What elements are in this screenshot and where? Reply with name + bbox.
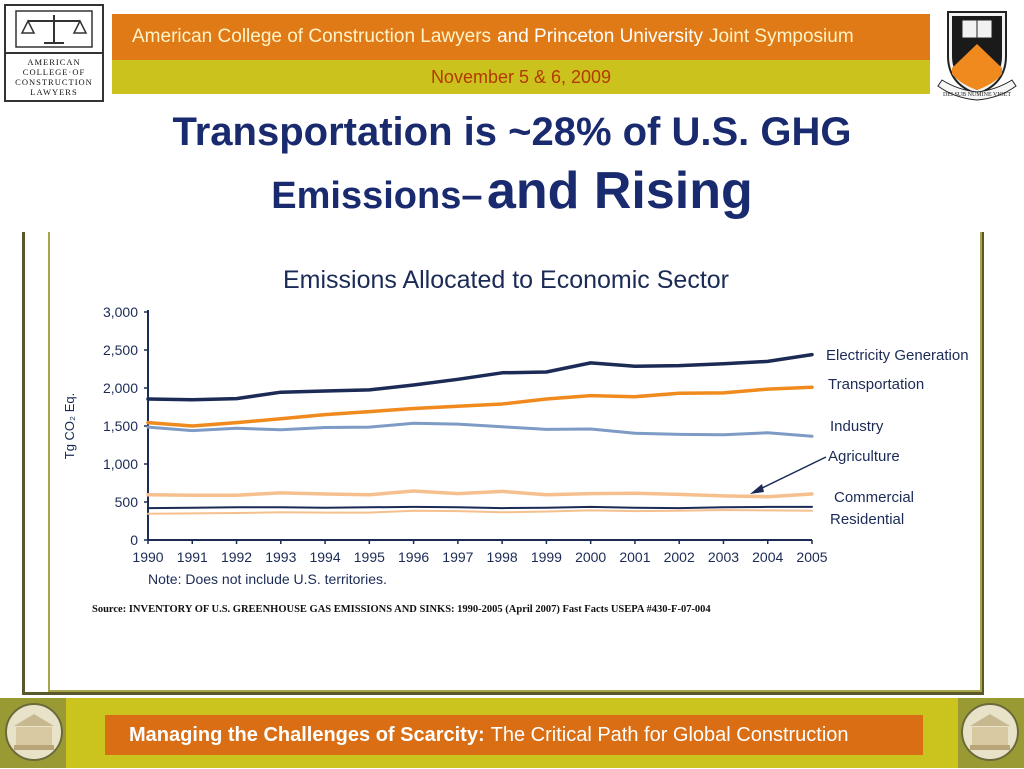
y-tick-label-0: 0 [130,532,138,548]
legend-label-industry: Industry [830,418,884,435]
header-date: November 5 & 6, 2009 [430,66,612,87]
x-tick-label-1995: 1995 [354,549,385,565]
series-line-residential [147,509,813,515]
x-tick-label-1996: 1996 [398,549,429,565]
princeton-shield-icon: DEI SUB NUMINE VIGET [937,11,1017,101]
y-tick-label-2000: 2,000 [103,380,138,396]
x-tick-label-2004: 2004 [752,549,783,565]
title-line-2b: and Rising [486,162,753,220]
x-tick-label-2000: 2000 [575,549,606,565]
y-tick-label-3000: 3,000 [103,304,138,320]
x-tick-label-1993: 1993 [265,549,296,565]
legend-label-residential: Residential [830,511,904,528]
x-tick-label-2003: 2003 [708,549,739,565]
series-line-electricity-generation [146,352,814,402]
title-line-2a: Emissions– [271,175,483,217]
x-tick-label-1991: 1991 [177,549,208,565]
acccl-logo-words: AMERICAN COLLEGE·OF CONSTRUCTION LAWYERS [15,57,93,97]
y-tick-label-1500: 1,500 [103,418,138,434]
title-line-1: Transportation is ~28% of U.S. GHG [172,110,852,154]
y-tick-label-500: 500 [115,494,139,510]
x-tick-label-1999: 1999 [531,549,562,565]
agriculture-pointer-arrow [755,456,827,492]
x-tick-label-1990: 1990 [132,549,163,565]
series-line-transportation [146,385,814,428]
header-date-band: November 5 & 6, 2009 [112,60,930,94]
acccl-logo: AMERICAN COLLEGE·OF CONSTRUCTION LAWYERS [4,4,104,102]
scales-of-justice-icon [6,6,102,54]
content-frame-inner [48,232,982,692]
series-line-commercial [147,505,813,510]
slide-title: Transportation is ~28% of U.S. GHG Emiss… [60,104,964,235]
x-tick-label-2001: 2001 [619,549,650,565]
legend-label-electricity-generation: Electricity Generation [826,347,969,364]
svg-text:DEI SUB NUMINE VIGET: DEI SUB NUMINE VIGET [943,92,1011,98]
legend-label-transportation: Transportation [828,376,924,393]
header-org2: and Princeton University [497,26,703,47]
chart-note: Note: Does not include U.S. territories. [148,571,387,587]
x-tick-label-1998: 1998 [487,549,518,565]
parthenon-left-icon [2,700,66,764]
x-tick-label-1994: 1994 [309,549,340,565]
legend-label-agriculture: Agriculture [828,448,900,465]
header-banner: American College of Construction Lawyers… [112,14,930,60]
footer-banner: Managing the Challenges of Scarcity: The… [105,715,923,755]
series-line-agriculture [146,489,814,499]
agriculture-pointer-arrowhead [750,484,764,494]
legend-label-commercial: Commercial [834,489,914,506]
title-line-2: Emissions– and Rising [60,160,964,235]
x-tick-label-2005: 2005 [796,549,827,565]
x-tick-label-1997: 1997 [442,549,473,565]
chart-title: Emissions Allocated to Economic Sector [283,266,729,294]
y-axis-label: Tg CO₂ Eq. [62,393,77,459]
x-tick-label-2002: 2002 [664,549,695,565]
source-citation: Source: INVENTORY OF U.S. GREENHOUSE GAS… [92,604,711,615]
y-tick-label-1000: 1,000 [103,456,138,472]
footer-bold-text: Managing the Challenges of Scarcity: [129,723,485,746]
y-tick-label-2500: 2,500 [103,342,138,358]
header-event: Joint Symposium [709,26,854,47]
parthenon-right-icon [958,700,1022,764]
princeton-shield-logo: DEI SUB NUMINE VIGET [934,6,1020,102]
series-line-industry [146,421,814,438]
content-frame-outer [22,232,984,695]
header-org1: American College of Construction Lawyers [132,26,492,47]
x-tick-label-1992: 1992 [221,549,252,565]
footer-text: The Critical Path for Global Constructio… [490,723,849,746]
